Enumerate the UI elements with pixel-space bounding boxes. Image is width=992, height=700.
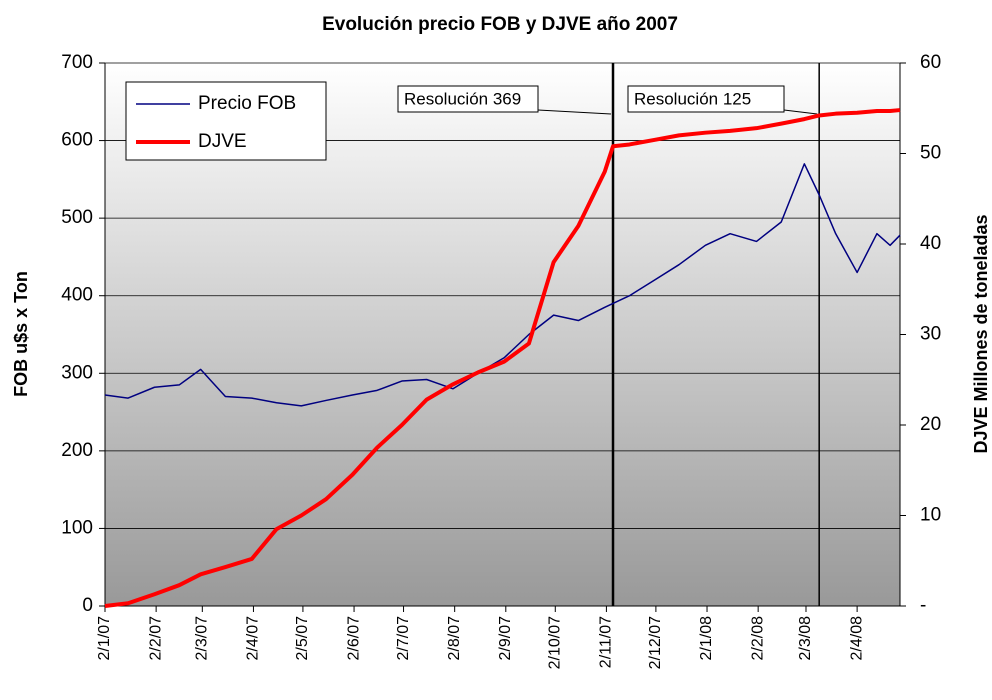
y-tick-label: 400: [61, 285, 93, 306]
x-tick-label: 2/3/07: [194, 616, 211, 661]
y-tick-label: 300: [61, 362, 93, 383]
chart-title: Evolución precio FOB y DJVE año 2007: [322, 14, 678, 35]
x-tick-label: 2/1/07: [96, 616, 113, 661]
y2-tick-label: -: [920, 595, 926, 616]
legend-label: DJVE: [198, 131, 247, 152]
y-tick-label: 100: [61, 517, 93, 538]
y2-axis-label: DJVE Millones de toneladas: [971, 214, 991, 453]
x-tick-label: 2/7/07: [395, 616, 412, 661]
callout-leader: [537, 109, 612, 115]
y-tick-label: 200: [61, 440, 93, 461]
y-tick-label: 0: [82, 595, 93, 616]
annotation: Resolución 369: [404, 89, 521, 108]
x-tick-label: 2/8/07: [446, 616, 463, 661]
callout-box: [627, 85, 785, 113]
y2-tick-label: 40: [920, 233, 941, 254]
x-tick-label: 2/5/07: [294, 616, 311, 661]
annotation: Resolución 125: [634, 89, 751, 108]
series-line: [104, 108, 901, 608]
x-tick-label: 2/4/08: [848, 616, 865, 661]
x-tick-label: 2/1/08: [698, 616, 715, 661]
legend-box: [125, 81, 327, 161]
callout-box: [397, 85, 539, 113]
x-tick-label: 2/12/07: [647, 616, 664, 669]
y-tick-label: 600: [61, 130, 93, 151]
y2-tick-label: 50: [920, 143, 941, 164]
x-tick-label: 2/4/07: [245, 616, 262, 661]
y-axis-label: FOB u$s x Ton: [11, 271, 31, 397]
x-tick-label: 2/3/08: [797, 616, 814, 661]
y2-tick-label: 30: [920, 324, 941, 345]
y2-tick-label: 10: [920, 505, 941, 526]
x-tick-label: 2/2/07: [147, 616, 164, 661]
x-tick-label: 2/11/07: [598, 616, 615, 668]
y2-tick-label: 20: [920, 414, 941, 435]
x-tick-label: 2/10/07: [546, 616, 563, 669]
y-tick-label: 700: [61, 52, 93, 73]
y2-tick-label: 60: [920, 52, 941, 73]
y-tick-label: 500: [61, 207, 93, 228]
x-tick-label: 2/2/08: [749, 616, 766, 661]
legend-label: Precio FOB: [198, 93, 296, 114]
series-line: [104, 163, 901, 407]
x-tick-label: 2/6/07: [345, 616, 362, 661]
x-tick-label: 2/9/07: [497, 616, 514, 661]
callout-leader: [783, 109, 818, 115]
